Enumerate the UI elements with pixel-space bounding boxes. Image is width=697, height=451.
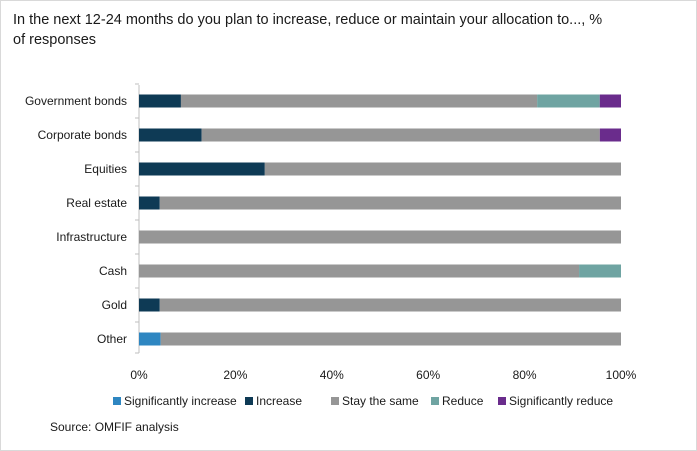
category-label: Corporate bonds [38,128,127,142]
bar-segment [159,196,621,210]
bar-segment [139,332,161,346]
legend-label: Reduce [442,394,484,408]
bar-segment [139,264,580,278]
bar-segment [139,196,160,210]
x-tick-label: 20% [223,368,247,382]
legend-label: Significantly increase [124,394,237,408]
bar-segment [139,298,160,312]
category-label: Cash [99,264,127,278]
legend-swatch [431,397,439,405]
bar-segment [599,94,621,108]
category-label: Gold [102,298,127,312]
x-tick-label: 40% [320,368,344,382]
bar-segment [599,128,621,142]
chart-title: In the next 12-24 months do you plan to … [13,12,603,48]
x-tick-label: 60% [416,368,440,382]
bar-segment [139,230,621,244]
category-label: Government bonds [25,94,127,108]
x-tick-label: 0% [130,368,148,382]
category-label: Other [97,332,127,346]
x-tick-label: 100% [606,368,637,382]
bar-segment [201,128,600,142]
category-label: Equities [84,162,127,176]
source-note: Source: OMFIF analysis [50,420,179,434]
legend-label: Increase [256,394,302,408]
bar-segment [159,298,621,312]
category-label: Infrastructure [56,230,127,244]
legend-swatch [498,397,506,405]
bar-segment [160,332,621,346]
bar-segment [537,94,600,108]
bar-segment [139,94,181,108]
category-label: Real estate [66,196,127,210]
legend-swatch [245,397,253,405]
bar-segment [139,128,202,142]
bar-segment [139,162,265,176]
legend-swatch [113,397,121,405]
legend-label: Significantly reduce [509,394,613,408]
bar-segment [579,264,621,278]
x-tick-label: 80% [513,368,537,382]
legend-swatch [331,397,339,405]
bar-segment [180,94,538,108]
legend-label: Stay the same [342,394,419,408]
bar-segment [264,162,621,176]
